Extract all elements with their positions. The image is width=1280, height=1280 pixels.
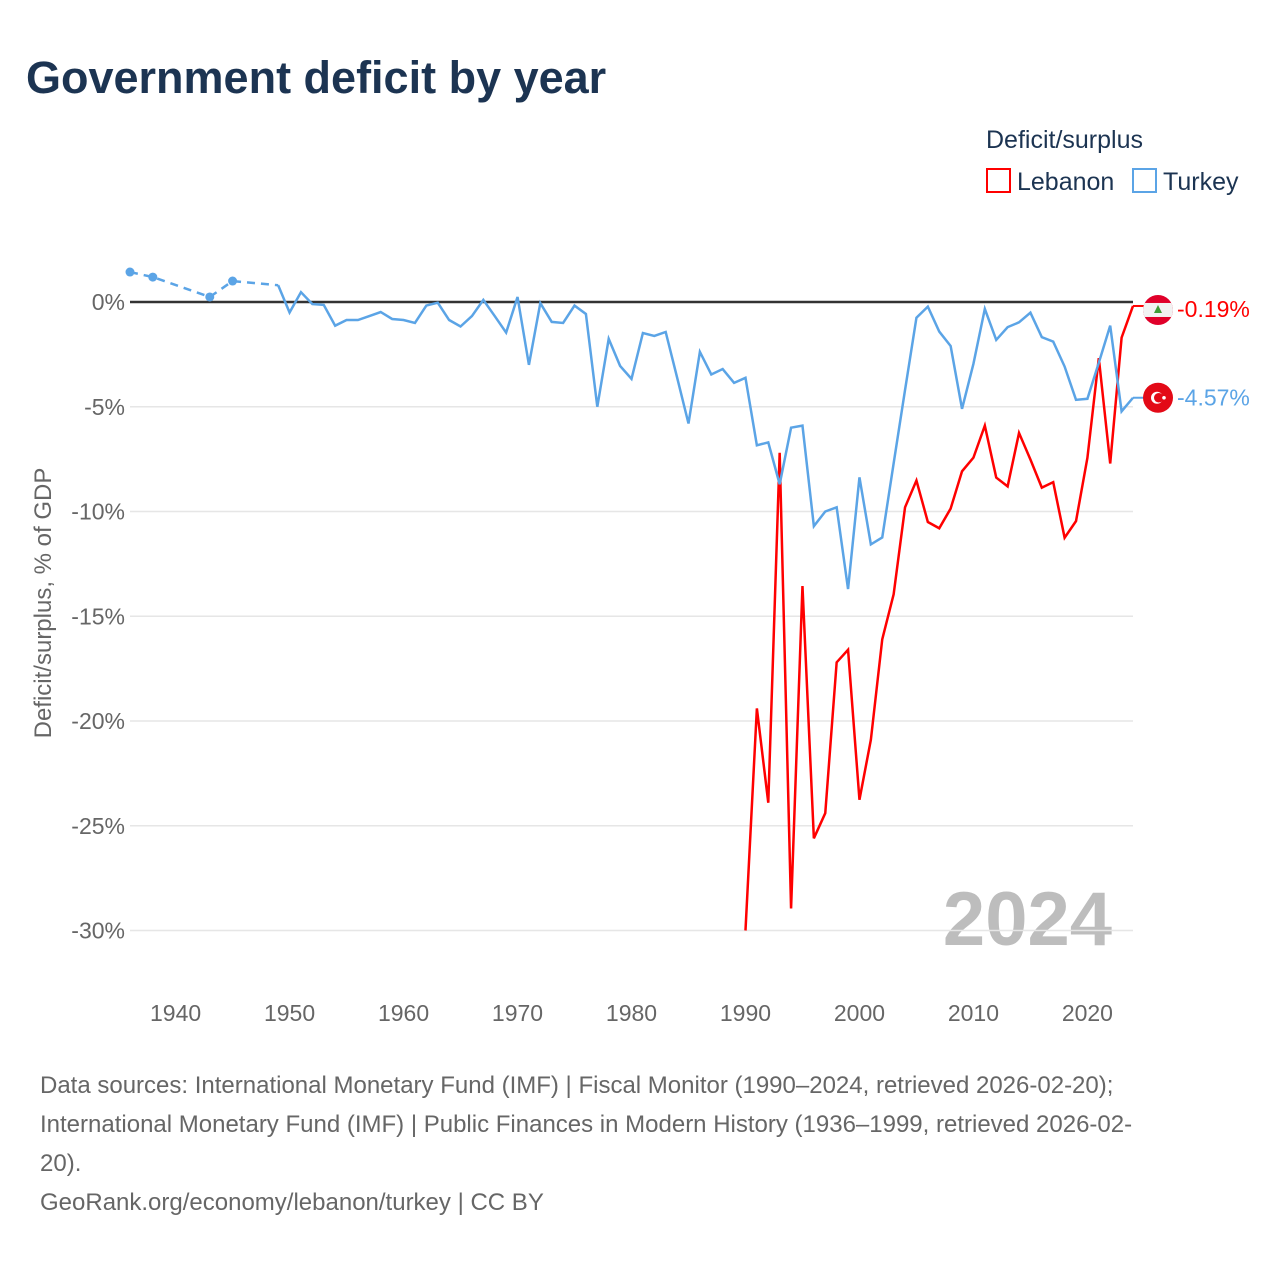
series-line-turkey xyxy=(277,284,1134,590)
chart-title: Government deficit by year xyxy=(26,52,606,103)
series-line-lebanon xyxy=(744,305,1135,931)
x-tick-label: 1960 xyxy=(378,1000,429,1026)
end-value-label-turkey: -4.57% xyxy=(1177,385,1250,411)
legend-swatch-turkey xyxy=(1132,168,1157,193)
y-tick-label: -25% xyxy=(71,813,125,839)
crescent-inner xyxy=(1154,392,1164,403)
legend-label-turkey: Turkey xyxy=(1163,168,1239,196)
source-line-2: International Monetary Fund (IMF) | Publ… xyxy=(40,1111,1133,1138)
x-tick-label: 1940 xyxy=(150,1000,201,1026)
legend-title: Deficit/surplus xyxy=(986,126,1143,154)
y-tick-label: -20% xyxy=(71,708,125,734)
legend-label-lebanon: Lebanon xyxy=(1017,168,1114,196)
y-tick-label: -5% xyxy=(84,394,125,420)
data-point-turkey xyxy=(205,292,215,302)
data-point-turkey xyxy=(228,276,238,286)
x-tick-label: 1970 xyxy=(492,1000,543,1026)
x-tick-label: 1990 xyxy=(720,1000,771,1026)
cedar-icon xyxy=(1154,304,1162,313)
legend-item-turkey[interactable]: Turkey xyxy=(1132,168,1239,196)
lebanon-flag-icon xyxy=(1143,294,1173,325)
data-point-turkey xyxy=(125,267,135,277)
x-tick-label: 2020 xyxy=(1062,1000,1113,1026)
source-line-1: Data sources: International Monetary Fun… xyxy=(40,1072,1114,1099)
x-tick-label: 1980 xyxy=(606,1000,657,1026)
x-tick-label: 1950 xyxy=(264,1000,315,1026)
y-tick-label: 0% xyxy=(92,289,125,315)
data-point-turkey xyxy=(148,272,158,282)
legend-item-lebanon[interactable]: Lebanon xyxy=(986,168,1114,196)
year-watermark: 2024 xyxy=(943,877,1112,962)
end-value-label-lebanon: -0.19% xyxy=(1177,296,1250,322)
y-axis-title: Deficit/surplus, % of GDP xyxy=(30,468,57,739)
source-link[interactable]: GeoRank.org/economy/lebanon/turkey | CC … xyxy=(40,1189,544,1216)
footer: Data sources: International Monetary Fun… xyxy=(40,1066,1240,1222)
source-line-3: 20). xyxy=(40,1150,82,1177)
x-tick-label: 2010 xyxy=(948,1000,999,1026)
turkey-flag-icon xyxy=(1143,382,1173,413)
y-tick-label: -15% xyxy=(71,603,125,629)
legend-swatch-lebanon xyxy=(986,168,1011,193)
y-tick-label: -30% xyxy=(71,918,125,944)
series-line-turkey-dashed xyxy=(129,270,279,299)
star xyxy=(1162,395,1166,400)
y-tick-label: -10% xyxy=(71,499,125,525)
x-tick-label: 2000 xyxy=(834,1000,885,1026)
